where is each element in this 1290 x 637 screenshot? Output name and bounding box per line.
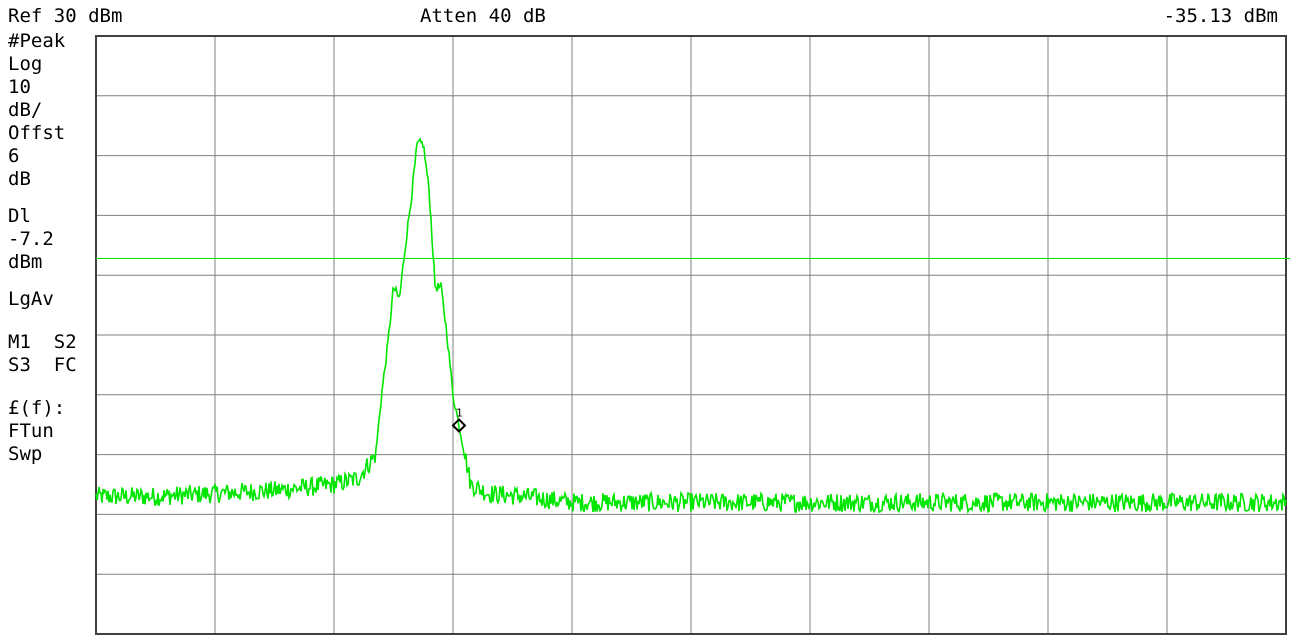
marker-amplitude-readout: -35.13 dBm bbox=[1163, 5, 1278, 27]
offset-unit: dB bbox=[8, 168, 31, 190]
graticule-frame bbox=[95, 35, 1287, 635]
marker-status-2: S3 FC bbox=[8, 354, 77, 376]
marker-status-1: M1 S2 bbox=[8, 331, 77, 353]
offset-label: Offst bbox=[8, 122, 66, 144]
detector-label: #Peak bbox=[8, 30, 66, 52]
averaging-label: LgAv bbox=[8, 288, 54, 310]
scale-unit-label: dB/ bbox=[8, 99, 43, 121]
annotation-panel: #Peak Log 10 dB/ Offst 6 dB Dl -7.2 dBm … bbox=[8, 30, 94, 466]
display-line-unit: dBm bbox=[8, 251, 43, 273]
sweep-label: Swp bbox=[8, 443, 43, 465]
scale-type-label: Log bbox=[8, 53, 43, 75]
display-line-label: Dl bbox=[8, 205, 31, 227]
offset-value: 6 bbox=[8, 145, 20, 167]
display-line-value: -7.2 bbox=[8, 228, 54, 250]
tune-label: FTun bbox=[8, 420, 54, 442]
attenuation-label: Atten 40 dB bbox=[420, 5, 546, 27]
marker-1-diamond bbox=[451, 418, 467, 433]
spectrum-trace bbox=[95, 137, 1287, 515]
marker-1-label: 1 bbox=[456, 406, 463, 419]
scale-value-label: 10 bbox=[8, 76, 31, 98]
ref-level-label: Ref 30 dBm bbox=[8, 5, 123, 27]
function-label: £(f): bbox=[8, 397, 66, 419]
